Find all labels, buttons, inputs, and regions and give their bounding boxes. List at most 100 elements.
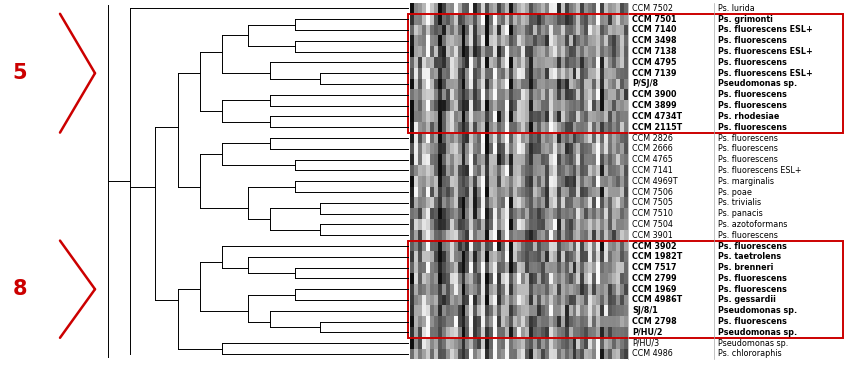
Bar	[433, 35, 437, 46]
Bar	[508, 46, 512, 57]
Bar	[580, 294, 584, 305]
Bar	[587, 230, 592, 241]
Bar	[552, 14, 556, 25]
Bar	[568, 208, 572, 219]
Bar	[608, 25, 611, 35]
Bar	[445, 284, 449, 294]
Bar	[508, 338, 512, 349]
Bar	[414, 68, 418, 78]
Bar	[512, 154, 517, 165]
Bar	[536, 349, 540, 359]
Bar	[493, 284, 496, 294]
Bar	[528, 133, 533, 143]
Bar	[409, 89, 414, 100]
Bar	[465, 78, 469, 89]
Bar	[528, 68, 533, 78]
Bar	[473, 198, 477, 208]
Bar	[615, 338, 619, 349]
Bar	[592, 78, 596, 89]
Bar	[552, 111, 556, 122]
Text: SJ/8/1: SJ/8/1	[631, 306, 657, 315]
Bar	[533, 78, 536, 89]
Bar	[596, 230, 599, 241]
Bar	[587, 100, 592, 111]
Bar	[544, 111, 548, 122]
Bar	[512, 208, 517, 219]
Bar	[430, 46, 433, 57]
Bar	[425, 338, 430, 349]
Bar	[500, 198, 505, 208]
Bar	[540, 111, 544, 122]
Bar	[536, 111, 540, 122]
Bar	[572, 241, 576, 251]
Bar	[540, 230, 544, 241]
Bar	[508, 89, 512, 100]
Bar	[433, 57, 437, 68]
Bar	[457, 338, 461, 349]
Bar	[572, 35, 576, 46]
Bar	[512, 327, 517, 338]
Bar	[599, 122, 603, 133]
Bar	[560, 100, 564, 111]
Bar	[533, 273, 536, 284]
Bar	[608, 316, 611, 327]
Bar	[603, 338, 608, 349]
Bar	[445, 143, 449, 154]
Bar	[556, 154, 560, 165]
Bar	[521, 219, 524, 230]
Bar	[564, 187, 568, 198]
Bar	[603, 100, 608, 111]
Bar	[544, 133, 548, 143]
Bar	[619, 251, 624, 262]
Bar	[615, 187, 619, 198]
Bar	[524, 327, 528, 338]
Bar	[576, 241, 580, 251]
Bar	[592, 208, 596, 219]
Bar	[457, 251, 461, 262]
Bar	[414, 154, 418, 165]
Bar	[477, 133, 481, 143]
Bar	[433, 241, 437, 251]
Bar	[599, 338, 603, 349]
Bar	[496, 294, 500, 305]
Bar	[449, 273, 453, 284]
Bar	[449, 316, 453, 327]
Bar	[528, 198, 533, 208]
Bar	[564, 133, 568, 143]
Bar	[540, 316, 544, 327]
Bar	[568, 143, 572, 154]
Bar	[596, 143, 599, 154]
Bar	[552, 57, 556, 68]
Bar	[409, 187, 414, 198]
Bar	[469, 338, 473, 349]
Bar	[624, 251, 627, 262]
Bar	[533, 230, 536, 241]
Bar	[544, 165, 548, 176]
Text: Ps. fluorescens: Ps. fluorescens	[717, 231, 777, 240]
Bar	[584, 230, 587, 241]
Bar	[409, 133, 414, 143]
Bar	[528, 262, 533, 273]
Bar	[599, 57, 603, 68]
Bar	[465, 57, 469, 68]
Bar	[624, 133, 627, 143]
Bar	[489, 68, 493, 78]
Bar	[500, 111, 505, 122]
Bar	[521, 305, 524, 316]
Bar	[580, 100, 584, 111]
Bar	[608, 176, 611, 187]
Bar	[533, 327, 536, 338]
Bar	[548, 327, 552, 338]
Bar	[453, 100, 457, 111]
Bar	[500, 230, 505, 241]
Bar	[564, 35, 568, 46]
Bar	[493, 349, 496, 359]
Bar	[414, 230, 418, 241]
Bar	[408, 241, 842, 338]
Bar	[603, 251, 608, 262]
Bar	[517, 305, 521, 316]
Bar	[611, 68, 615, 78]
Bar	[418, 219, 421, 230]
Bar	[552, 35, 556, 46]
Bar	[608, 294, 611, 305]
